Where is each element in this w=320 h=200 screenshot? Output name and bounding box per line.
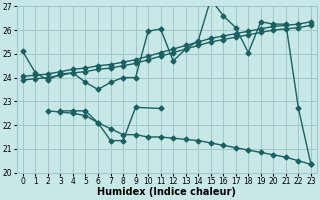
X-axis label: Humidex (Indice chaleur): Humidex (Indice chaleur) [98,187,236,197]
